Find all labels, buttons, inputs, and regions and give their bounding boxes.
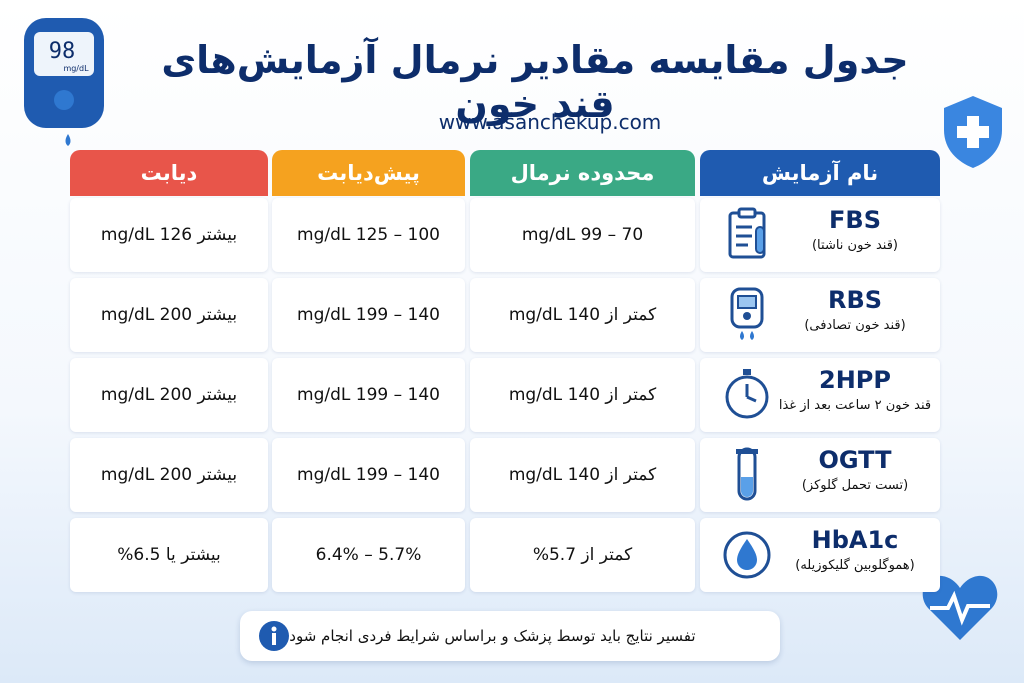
value-cell: 100 – 125 mg/dL (272, 198, 465, 272)
test-icon (730, 287, 764, 340)
value-cell: 5.7% – 6.4% (272, 518, 465, 592)
value-cell: 140 – 199 mg/dL (272, 358, 465, 432)
column-header: دیابت (70, 150, 268, 196)
glucometer-icon: 98 mg/dL (24, 18, 104, 146)
column-header: نام آزمایش (700, 150, 940, 196)
test-cell: FBS (قند خون ناشتا) (700, 198, 940, 272)
test-icon (723, 531, 771, 579)
value-cell: 140 – 199 mg/dL (272, 438, 465, 512)
test-subtitle: قند خون ۲ ساعت بعد از غذا (778, 398, 932, 413)
website: www.asanchekup.com (438, 110, 662, 134)
device-reading: 98 (49, 39, 76, 64)
info-icon (259, 621, 289, 651)
value-cell: بیشتر 200 mg/dL (70, 438, 268, 512)
title: جدول مقایسه مقادیر نرمال آزمایش‌های قند … (161, 38, 909, 126)
test-name: HbA1c (811, 526, 899, 554)
value-cell: کمتر از 140 mg/dL (470, 438, 695, 512)
test-subtitle: (قند خون تصادفی) (804, 318, 906, 333)
value-cell: کمتر از 5.7% (470, 518, 695, 592)
heart-icon (922, 575, 998, 640)
value-cell: 70 – 99 mg/dL (470, 198, 695, 272)
column-header: محدوده نرمال (470, 150, 695, 196)
value-cell: کمتر از 140 mg/dL (470, 278, 695, 352)
shield-icon (944, 96, 1002, 168)
test-name: FBS (829, 206, 881, 234)
value-cell: کمتر از 140 mg/dL (470, 358, 695, 432)
test-cell: RBS (قند خون تصادفی) (700, 278, 940, 352)
footer-note: تفسیر نتایج باید توسط پزشک و براساس شرای… (284, 627, 696, 645)
value-cell: بیشتر یا 6.5% (70, 518, 268, 592)
value-cell: بیشتر 200 mg/dL (70, 278, 268, 352)
value-cell: بیشتر 200 mg/dL (70, 358, 268, 432)
footer-note-box: تفسیر نتایج باید توسط پزشک و براساس شرای… (240, 611, 780, 661)
test-icon (736, 447, 758, 501)
test-subtitle: (قند خون ناشتا) (811, 238, 899, 253)
test-icon (725, 369, 769, 419)
test-name: RBS (827, 286, 883, 314)
test-cell: 2HPP قند خون ۲ ساعت بعد از غذا (700, 358, 940, 432)
test-name: 2HPP (819, 366, 891, 394)
test-subtitle: (هموگلوبین گلیکوزیله) (795, 558, 915, 573)
value-cell: بیشتر 126 mg/dL (70, 198, 268, 272)
device-unit: mg/dL (63, 64, 89, 73)
column-header: پیش‌دیابت (272, 150, 465, 196)
test-cell: HbA1c (هموگلوبین گلیکوزیله) (700, 518, 940, 592)
test-cell: OGTT (تست تحمل گلوکز) (700, 438, 940, 512)
test-name: OGTT (818, 446, 892, 474)
test-icon (728, 207, 766, 259)
test-subtitle: (تست تحمل گلوکز) (801, 478, 909, 493)
value-cell: 140 – 199 mg/dL (272, 278, 465, 352)
